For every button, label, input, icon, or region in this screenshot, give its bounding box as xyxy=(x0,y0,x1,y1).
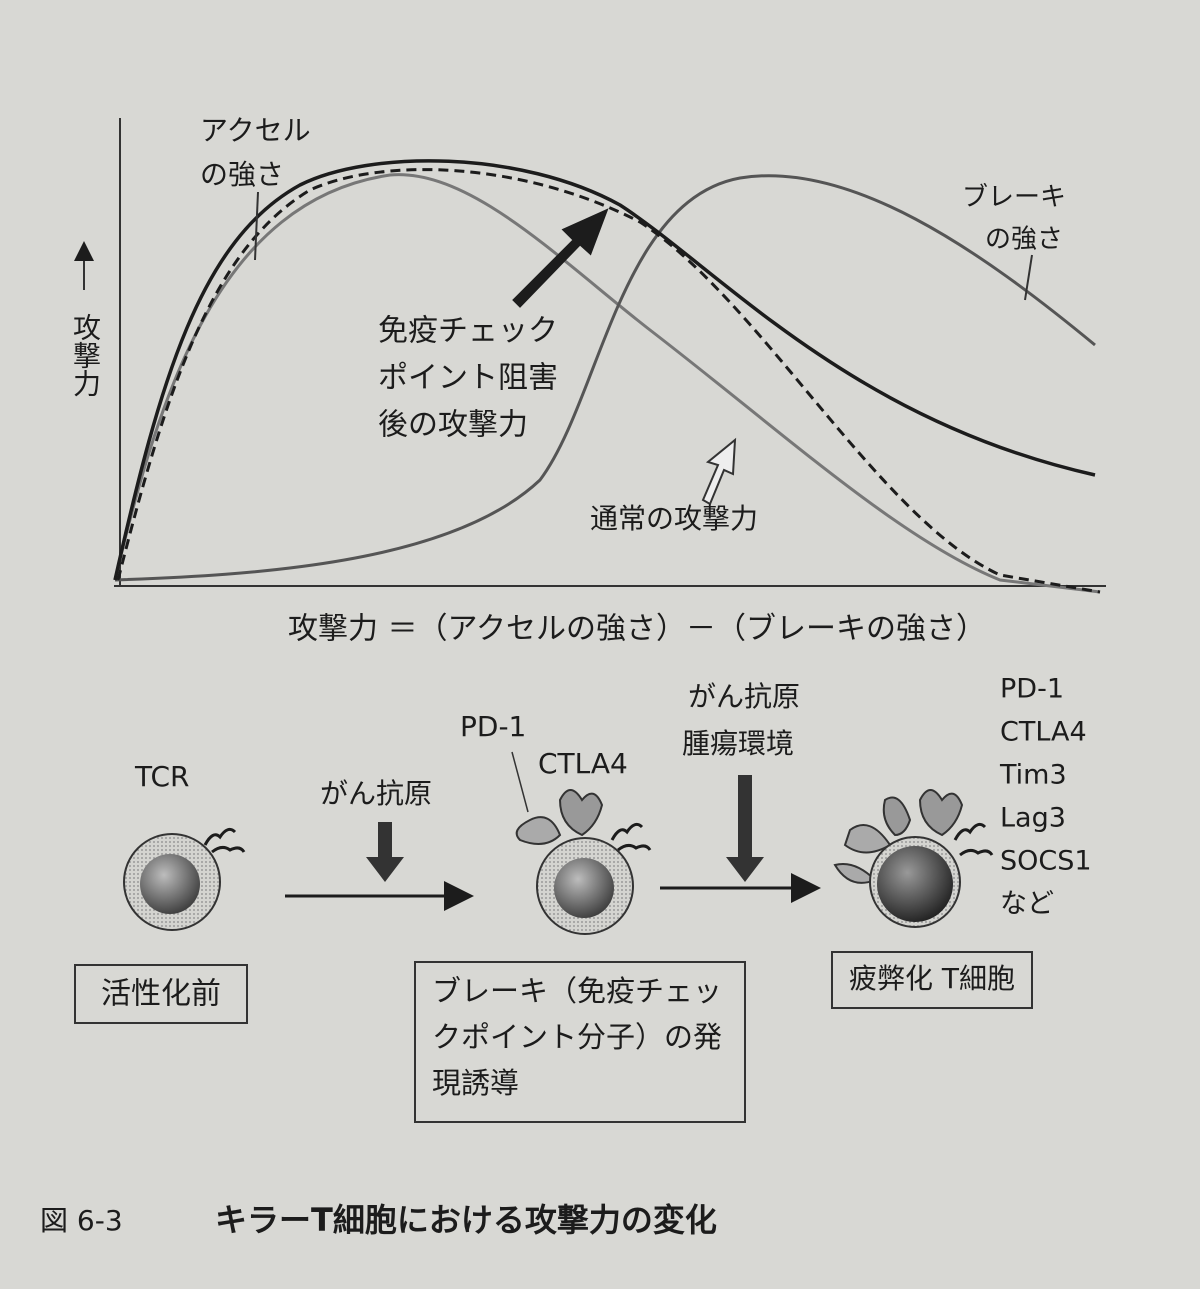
box xyxy=(74,964,248,1024)
label: ポイント阻害 xyxy=(378,361,558,396)
label: クポイント分子）の発 xyxy=(432,1020,722,1054)
label: PD-1 xyxy=(460,710,526,743)
big-arrow xyxy=(512,208,609,308)
cell-before xyxy=(123,827,246,931)
graph-shapes xyxy=(74,118,1106,594)
label: ブレーキ xyxy=(962,183,1066,213)
label: ブレーキ（免疫チェッ xyxy=(432,974,722,1008)
caption-number: 図 6-3 xyxy=(40,1204,123,1237)
cell-exhausted xyxy=(833,789,994,928)
label: 疲弊化 T細胞 xyxy=(849,962,1015,995)
box xyxy=(414,961,746,1123)
label: など xyxy=(1000,889,1054,920)
caption-title: キラーT細胞における攻撃力の変化 xyxy=(215,1201,717,1239)
y-axis-label: 攻撃力 xyxy=(69,313,102,397)
label: 通常の攻撃力 xyxy=(590,502,758,535)
label: TCR xyxy=(134,760,189,793)
label: 腫瘍環境 xyxy=(682,727,794,760)
leader xyxy=(1024,254,1033,301)
label: 活性化前 xyxy=(101,977,221,1012)
down-arrow xyxy=(726,775,764,882)
label: Lag3 xyxy=(1000,803,1066,834)
leader xyxy=(511,751,529,813)
leader xyxy=(254,191,259,261)
brake-curve xyxy=(114,174,1096,582)
cells xyxy=(74,751,1033,1123)
normal-curve xyxy=(113,173,1101,594)
label: 免疫チェック xyxy=(378,314,558,349)
label: Tim3 xyxy=(999,760,1067,791)
label: 後の攻撃力 xyxy=(378,408,528,443)
label: 現誘導 xyxy=(432,1066,519,1100)
label: がん抗原 xyxy=(688,680,800,713)
formula: 攻撃力 ＝（アクセルの強さ）－（ブレーキの強さ） xyxy=(288,612,986,647)
box xyxy=(831,951,1033,1009)
label: の強さ xyxy=(985,225,1063,255)
label: CTLA4 xyxy=(538,747,628,780)
label: がん抗原 xyxy=(320,777,432,810)
label: CTLA4 xyxy=(1000,717,1087,748)
label: PD-1 xyxy=(1000,674,1064,705)
accelerator-curve xyxy=(113,159,1096,581)
label: の強さ xyxy=(200,158,284,191)
cell-activated xyxy=(515,789,652,935)
label: SOCS1 xyxy=(1000,846,1092,877)
after-curve xyxy=(116,168,1101,594)
hollow-arrow xyxy=(701,437,737,506)
label: アクセル xyxy=(200,114,311,147)
down-arrow xyxy=(366,822,404,882)
